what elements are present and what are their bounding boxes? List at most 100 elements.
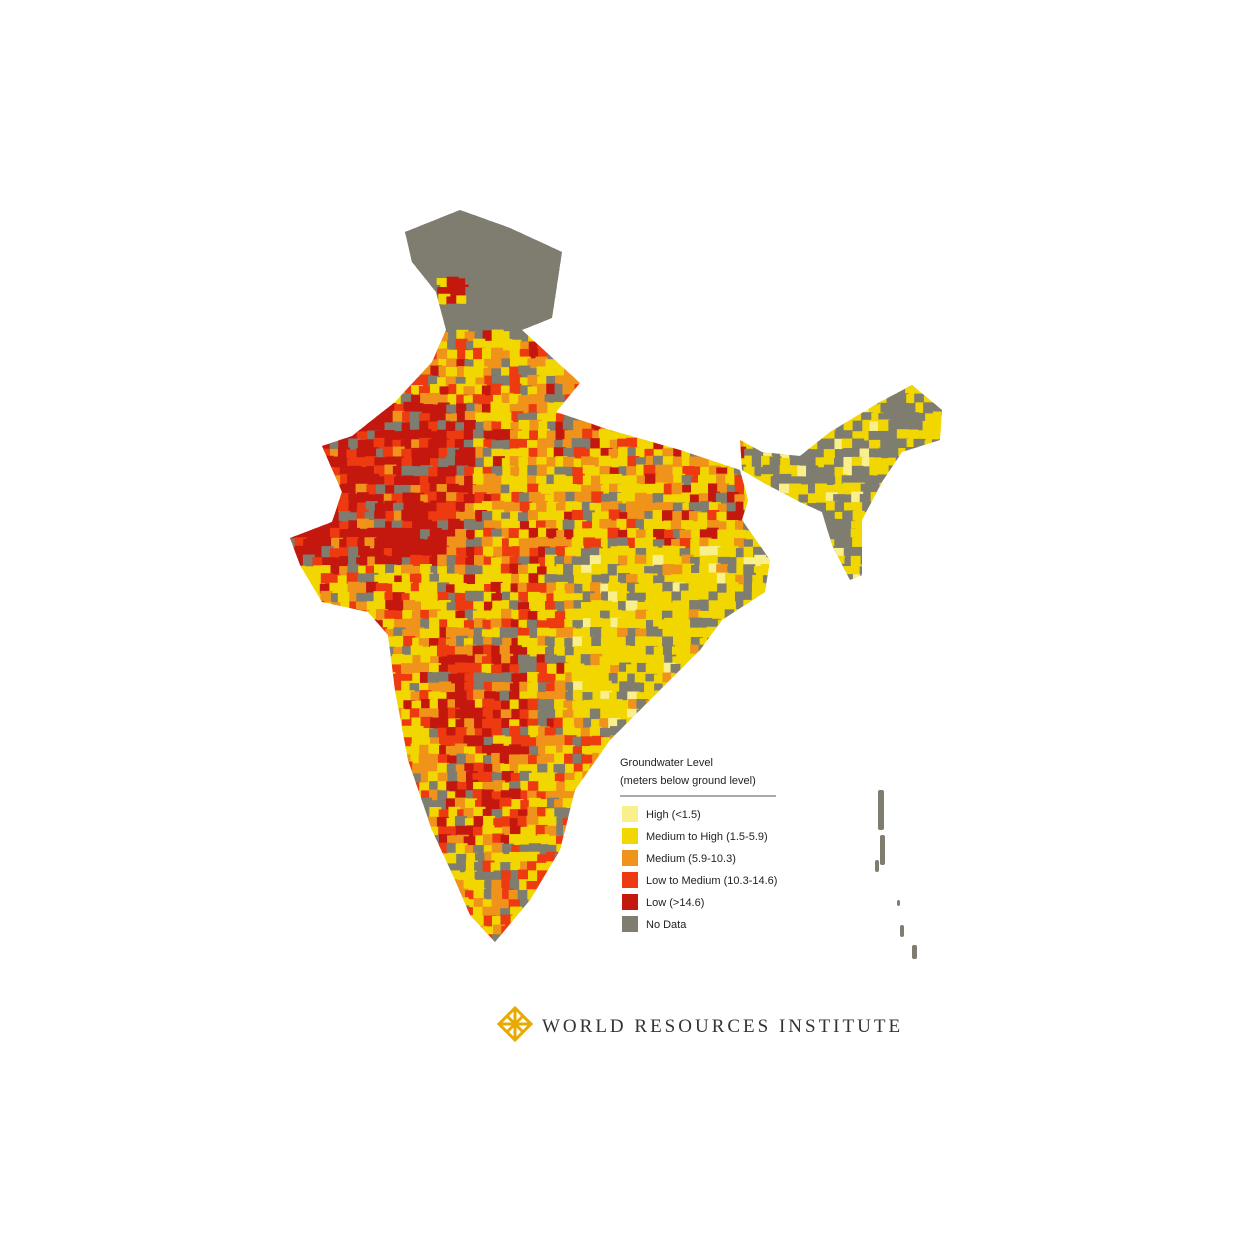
map-cell — [932, 429, 942, 442]
map-cell — [753, 735, 766, 748]
map-cell — [860, 330, 873, 343]
map-cell — [572, 636, 585, 649]
map-cell — [697, 701, 710, 714]
map-cell — [348, 683, 361, 696]
map-cell — [290, 754, 299, 767]
map-cell — [841, 582, 854, 595]
map-cell — [789, 681, 802, 694]
map-cell — [527, 374, 540, 387]
map-cell — [761, 259, 774, 272]
map-cell — [817, 412, 830, 425]
map-cell — [868, 322, 881, 335]
map-cell — [941, 509, 942, 522]
map-cell — [338, 663, 351, 676]
map-cell — [290, 267, 296, 280]
map-cell — [807, 367, 820, 380]
map-cell — [635, 609, 648, 622]
map-cell — [663, 241, 676, 254]
map-cell — [304, 275, 317, 288]
map-cell — [835, 214, 848, 227]
map-cell — [391, 249, 404, 262]
map-cell — [932, 510, 942, 523]
map-cell — [814, 600, 827, 613]
map-cell — [770, 601, 783, 614]
map-cell — [313, 249, 326, 262]
map-cell — [834, 755, 847, 768]
map-cell — [347, 230, 360, 243]
map-cell — [290, 375, 298, 388]
map-cell — [554, 752, 567, 765]
map-cell — [348, 339, 361, 352]
map-cell — [310, 267, 323, 280]
map-cell — [852, 537, 865, 550]
map-cell — [582, 428, 595, 441]
map-cell — [933, 790, 942, 803]
map-cell — [312, 257, 325, 270]
map-cell — [841, 674, 854, 687]
map-cell — [734, 210, 747, 218]
map-cell — [907, 574, 920, 587]
map-cell — [635, 636, 648, 649]
map-cell — [907, 790, 920, 803]
map-cell — [816, 663, 829, 676]
map-cell — [735, 340, 748, 353]
map-cell — [841, 438, 854, 451]
map-cell — [581, 302, 594, 315]
map-cell — [825, 646, 838, 659]
map-cell — [787, 800, 800, 813]
map-cell — [895, 330, 908, 343]
map-cell — [679, 384, 692, 397]
map-cell — [789, 368, 802, 381]
map-cell — [634, 672, 647, 685]
map-cell — [879, 566, 892, 579]
map-cell — [322, 807, 335, 820]
map-cell — [293, 287, 306, 300]
map-cell — [717, 671, 730, 684]
map-cell — [887, 492, 900, 505]
map-cell — [672, 710, 685, 723]
map-cell — [635, 302, 648, 315]
map-cell — [421, 341, 434, 354]
map-cell — [367, 800, 380, 813]
map-cell — [312, 754, 325, 767]
map-cell — [888, 223, 901, 236]
map-cell — [788, 241, 801, 254]
map-cell — [590, 653, 603, 666]
map-cell — [923, 276, 936, 289]
map-cell — [924, 655, 937, 668]
map-cell — [616, 366, 629, 379]
map-cell — [555, 233, 568, 246]
map-cell — [572, 473, 585, 486]
map-cell — [826, 735, 839, 748]
map-cell — [572, 358, 585, 371]
map-cell — [290, 455, 298, 468]
map-cell — [744, 304, 757, 317]
map-cell — [878, 338, 891, 351]
map-cell — [610, 268, 623, 281]
map-cell — [672, 737, 685, 750]
map-cell — [367, 745, 380, 758]
map-cell — [708, 672, 721, 685]
map-cell — [348, 323, 361, 336]
map-cell — [491, 654, 504, 667]
map-cell — [770, 590, 783, 603]
map-cell — [760, 564, 773, 577]
map-cell — [780, 239, 793, 252]
map-cell — [293, 314, 306, 327]
map-cell — [823, 249, 836, 262]
map-cell — [662, 421, 675, 434]
map-cell — [645, 212, 658, 225]
map-cell — [861, 347, 874, 360]
map-cell — [699, 546, 712, 559]
map-cell — [931, 367, 942, 380]
map-cell — [319, 672, 332, 685]
map-cell — [321, 210, 334, 217]
map-cell — [672, 385, 685, 398]
map-cell — [492, 536, 505, 549]
map-cell — [303, 230, 316, 243]
map-cell — [922, 681, 935, 694]
map-cell — [708, 294, 721, 307]
map-cell — [689, 456, 702, 469]
map-cell — [663, 413, 676, 426]
map-cell — [310, 410, 323, 423]
